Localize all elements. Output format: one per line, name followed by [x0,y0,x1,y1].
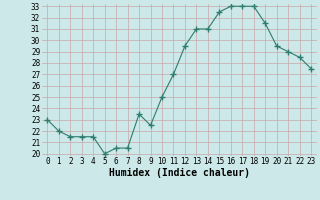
X-axis label: Humidex (Indice chaleur): Humidex (Indice chaleur) [109,168,250,178]
